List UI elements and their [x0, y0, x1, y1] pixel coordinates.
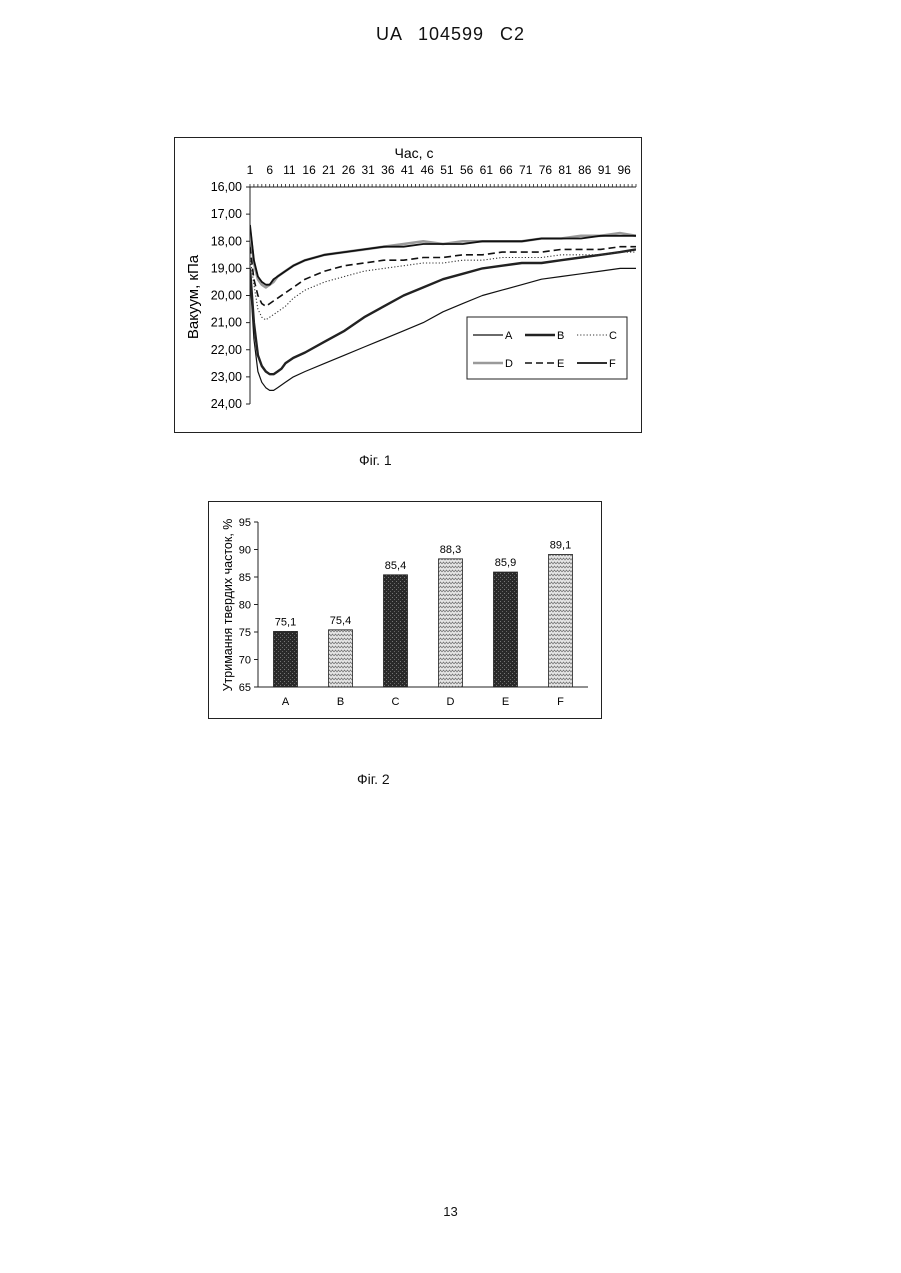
chart1-frame [175, 138, 642, 433]
chart1-legend: A B C D E F [467, 317, 627, 379]
bar-value-label: 89,1 [550, 539, 571, 551]
x-tick-label: 1 [247, 163, 254, 177]
x-tick-label: 36 [381, 163, 395, 177]
y-tick-label: 24,00 [211, 397, 242, 411]
x-tick-label: 71 [519, 163, 533, 177]
y-tick-label: 85 [239, 572, 251, 584]
y-tick-label: 23,00 [211, 370, 242, 384]
x-axis-label: Час, с [395, 145, 434, 161]
bar-value-label: 75,1 [275, 616, 296, 628]
bar-a [274, 631, 298, 687]
y-tick-label: 22,00 [211, 343, 242, 357]
x-tick-label: 56 [460, 163, 474, 177]
bar-value-label: 85,4 [385, 560, 406, 572]
legend-box [467, 317, 627, 379]
y-tick-label: 17,00 [211, 207, 242, 221]
x-tick-label: 61 [480, 163, 494, 177]
x-tick-label: 91 [598, 163, 612, 177]
bar-value-label: 75,4 [330, 615, 351, 627]
x-tick-label: 21 [322, 163, 336, 177]
x-tick-label: 51 [440, 163, 454, 177]
x-tick-label: 6 [266, 163, 273, 177]
y-tick-label: 18,00 [211, 234, 242, 248]
category-label: E [502, 696, 509, 708]
figure-2-caption: Фіг. 2 [357, 771, 390, 787]
bar-c [384, 575, 408, 687]
y-tick-label: 95 [239, 517, 251, 529]
y-axis-label: Вакуум, кПа [185, 254, 202, 339]
y-tick-label: 16,00 [211, 180, 242, 194]
category-label: B [337, 696, 344, 708]
y-tick-label: 70 [239, 655, 251, 667]
bar-value-label: 85,9 [495, 557, 516, 569]
y-axis-label: Утримання твердих часток, % [221, 519, 235, 692]
x-tick-label: 31 [361, 163, 375, 177]
page-number: 13 [0, 1204, 901, 1219]
legend-label-c: C [609, 330, 617, 342]
category-label: F [557, 696, 564, 708]
category-label: A [282, 696, 290, 708]
legend-label-b: B [557, 330, 564, 342]
x-tick-label: 96 [618, 163, 632, 177]
y-tick-label: 20,00 [211, 289, 242, 303]
x-tick-label: 76 [539, 163, 553, 177]
x-tick-label: 46 [421, 163, 435, 177]
particle-retention-bar-chart: Утримання твердих часток, % 65 70 75 80 85 90… [208, 501, 602, 719]
x-tick-label: 86 [578, 163, 592, 177]
x-tick-label: 81 [558, 163, 572, 177]
bar-value-label: 88,3 [440, 544, 461, 556]
y-tick-label: 21,00 [211, 316, 242, 330]
legend-label-d: D [505, 358, 513, 370]
x-tick-label: 16 [302, 163, 316, 177]
bar-e [494, 572, 518, 687]
x-tick-label: 66 [499, 163, 513, 177]
category-label: C [392, 696, 400, 708]
y-tick-label: 65 [239, 682, 251, 694]
vacuum-line-chart: Час, с 161116212631364146515661667176818… [174, 137, 642, 433]
patent-header: UA 104599 C2 [0, 24, 901, 45]
figure-1-caption: Фіг. 1 [359, 452, 392, 468]
bar-b [329, 630, 353, 687]
y-tick-label: 90 [239, 545, 251, 557]
legend-label-f: F [609, 358, 616, 370]
x-tick-label: 11 [283, 163, 296, 177]
bar-d [439, 559, 463, 687]
legend-label-e: E [557, 358, 564, 370]
y-tick-label: 19,00 [211, 261, 242, 275]
category-label: D [447, 696, 455, 708]
y-tick-label: 75 [239, 627, 251, 639]
x-tick-label: 41 [401, 163, 415, 177]
bar-f [549, 554, 573, 687]
legend-label-a: A [505, 330, 513, 342]
x-tick-label: 26 [342, 163, 356, 177]
y-tick-label: 80 [239, 600, 251, 612]
